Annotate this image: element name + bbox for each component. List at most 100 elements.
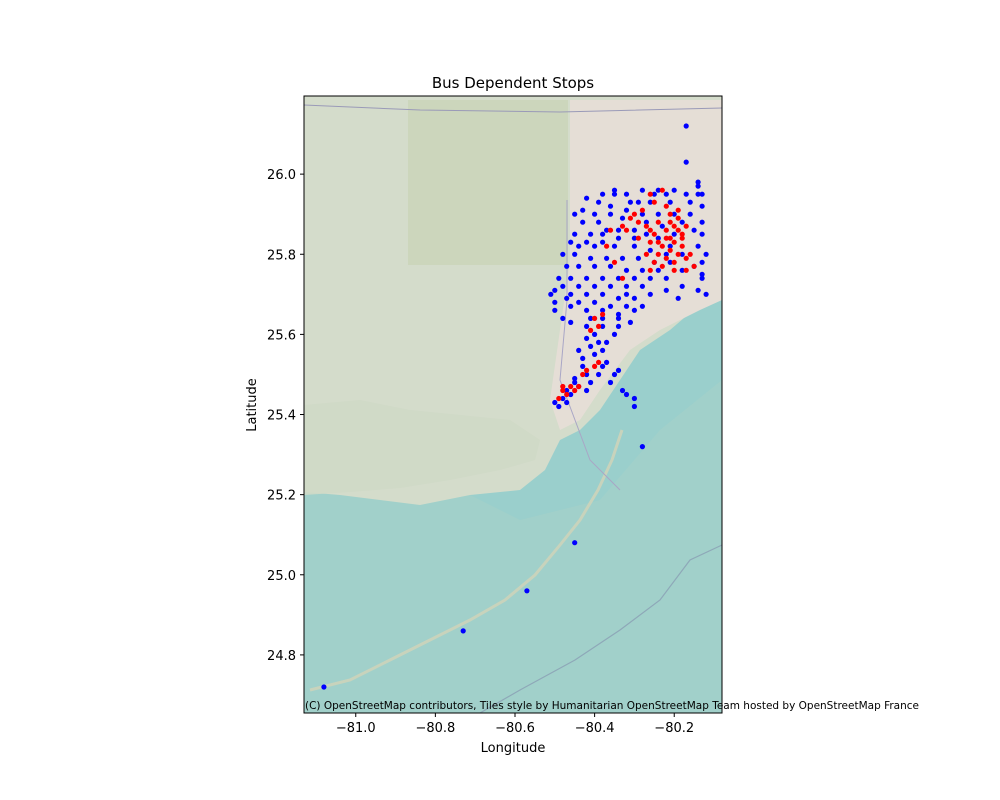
stop-point-blue	[611, 371, 618, 378]
stop-point-blue	[631, 403, 638, 410]
stop-point-red	[596, 359, 602, 365]
stop-point-blue	[631, 307, 638, 313]
stop-point-red	[651, 199, 657, 205]
stop-point-red	[663, 203, 669, 209]
stop-point-blue	[584, 291, 590, 297]
chart-title: Bus Dependent Stops	[432, 74, 594, 92]
stop-point-blue	[623, 267, 630, 273]
stop-point-blue	[695, 287, 701, 293]
stop-point-blue	[663, 191, 669, 197]
stop-point-red	[611, 259, 618, 265]
stop-point-blue	[592, 263, 598, 269]
stop-point-blue	[615, 311, 622, 317]
stop-point-blue	[568, 303, 574, 309]
stop-point-blue	[627, 199, 634, 205]
x-axis-ticks: −81.0 −80.8 −80.6 −80.4 −80.2	[336, 713, 694, 736]
stop-point-blue	[699, 231, 705, 237]
stop-point-blue	[663, 275, 669, 281]
stop-point-blue	[659, 223, 665, 229]
stop-point-blue	[584, 323, 590, 329]
stop-point-blue	[615, 367, 622, 373]
stop-point-blue	[623, 207, 630, 213]
stop-point-blue	[699, 275, 705, 281]
stop-point-blue	[691, 227, 697, 233]
stop-point-red	[663, 235, 669, 241]
stop-point-blue	[615, 315, 622, 321]
basemap-county-line	[304, 104, 722, 113]
stop-point-red	[651, 231, 657, 237]
stop-point-blue	[631, 227, 638, 233]
stop-point-blue	[667, 243, 673, 249]
stop-point-red	[600, 311, 606, 317]
stop-point-blue	[623, 391, 630, 398]
stop-point-blue	[576, 299, 582, 305]
stop-point-blue	[588, 255, 594, 261]
stop-point-blue	[623, 283, 630, 289]
stop-point-blue	[596, 339, 602, 345]
stop-point-blue	[592, 351, 598, 357]
stop-point-blue	[607, 379, 614, 386]
stop-point-blue	[584, 239, 590, 245]
stop-point-blue	[600, 347, 606, 353]
stop-point-red	[663, 227, 669, 233]
stop-point-blue	[619, 387, 626, 394]
stop-point-blue	[671, 187, 677, 193]
stop-point-blue	[552, 299, 558, 305]
stop-point-blue	[647, 275, 653, 281]
stop-point-blue	[572, 379, 578, 386]
y-tick-label: 24.8	[267, 649, 296, 664]
data-points	[321, 123, 709, 690]
stop-point-blue	[568, 275, 574, 281]
stop-point-red	[619, 275, 626, 281]
stop-point-blue	[592, 331, 598, 337]
stop-point-red	[635, 219, 642, 225]
stop-point-red	[679, 235, 685, 241]
stop-point-blue	[675, 295, 681, 301]
stop-point-red	[675, 215, 681, 221]
stop-point-blue	[592, 211, 598, 217]
stop-point-blue	[615, 295, 622, 301]
stop-point-red	[675, 207, 681, 213]
stop-point-blue	[647, 199, 653, 205]
stop-point-red	[635, 235, 642, 241]
stop-point-blue	[596, 219, 602, 225]
stop-point-blue	[699, 271, 705, 277]
stop-point-blue	[564, 263, 570, 269]
x-tick-label: −80.4	[575, 721, 615, 736]
stop-point-blue	[600, 363, 606, 369]
stop-point-blue	[572, 231, 578, 237]
stop-point-blue	[576, 263, 582, 269]
stop-point-blue	[679, 219, 685, 225]
stop-point-blue	[683, 159, 689, 165]
stop-point-blue	[552, 307, 558, 313]
y-axis-ticks: 24.8 25.0 25.2 25.4 25.6 25.8 26.0	[267, 168, 304, 664]
stop-point-blue	[611, 191, 618, 197]
stop-point-blue	[607, 211, 614, 217]
stop-point-blue	[592, 299, 598, 305]
y-tick-label: 26.0	[267, 168, 296, 183]
stop-point-blue	[695, 243, 701, 249]
stop-point-blue	[631, 243, 638, 249]
stop-point-blue	[604, 227, 610, 233]
stop-point-blue	[647, 247, 653, 253]
stop-point-blue	[631, 235, 638, 241]
stop-point-red	[683, 267, 689, 273]
stop-point-blue	[568, 291, 574, 297]
x-axis-label: Longitude	[481, 741, 546, 756]
stop-point-red	[647, 267, 653, 273]
stop-point-blue	[600, 231, 606, 237]
stop-point-blue	[568, 319, 574, 325]
stop-point-blue	[639, 283, 646, 289]
stop-point-red	[667, 219, 673, 225]
stop-point-red	[679, 243, 685, 249]
stop-point-red	[691, 263, 697, 269]
stop-point-blue	[556, 403, 562, 410]
stop-point-blue	[679, 283, 685, 289]
stop-point-red	[671, 239, 677, 245]
stop-point-red	[596, 323, 602, 329]
stop-point-blue	[619, 255, 626, 261]
stop-point-red	[631, 211, 638, 217]
stop-point-blue	[611, 243, 618, 249]
stop-point-blue	[615, 275, 622, 281]
